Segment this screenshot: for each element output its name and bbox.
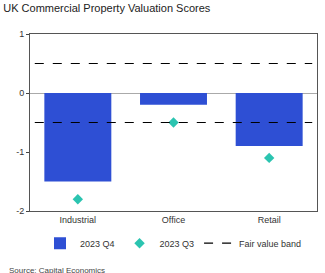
- svg-text:Retail: Retail: [258, 215, 281, 225]
- svg-text:Office: Office: [162, 215, 185, 225]
- svg-text:Industrial: Industrial: [60, 215, 97, 225]
- svg-text:Fair value band: Fair value band: [239, 239, 301, 249]
- svg-text:Source: Capital Economics: Source: Capital Economics: [9, 266, 105, 273]
- svg-text:1: 1: [19, 29, 24, 39]
- svg-text:-2: -2: [16, 206, 24, 216]
- svg-text:2023 Q3: 2023 Q3: [160, 239, 195, 249]
- svg-text:UK Commercial Property Valuati: UK Commercial Property Valuation Scores: [3, 2, 211, 14]
- svg-text:2023 Q4: 2023 Q4: [80, 239, 115, 249]
- svg-text:-1: -1: [16, 147, 24, 157]
- svg-text:0: 0: [19, 88, 24, 98]
